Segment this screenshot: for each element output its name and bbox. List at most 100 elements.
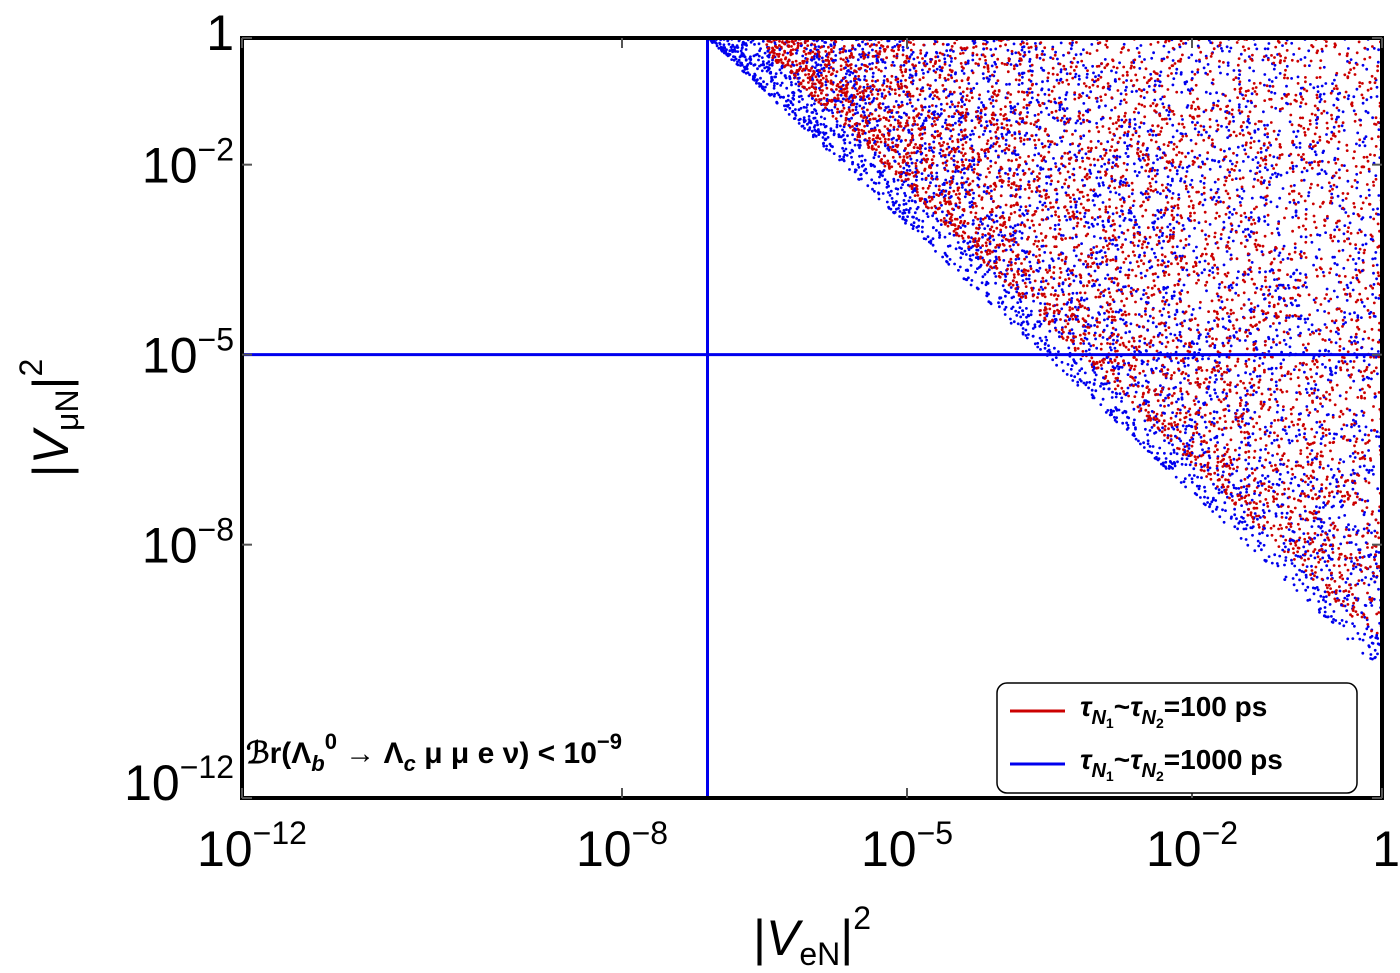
scatter-point <box>1367 433 1370 437</box>
scatter-point <box>841 133 845 137</box>
scatter-point <box>1205 441 1208 445</box>
scatter-point <box>841 128 844 132</box>
scatter-point <box>1127 254 1130 258</box>
scatter-point <box>1060 162 1063 166</box>
scatter-point <box>1101 201 1105 204</box>
scatter-point <box>717 46 721 50</box>
scatter-point <box>1340 505 1343 509</box>
scatter-point <box>1345 169 1349 173</box>
scatter-point <box>994 246 997 249</box>
scatter-point <box>1270 164 1274 168</box>
scatter-point <box>1157 287 1160 291</box>
scatter-point <box>1152 228 1156 231</box>
scatter-point <box>1279 362 1283 365</box>
scatter-point <box>905 54 909 58</box>
scatter-point <box>1039 302 1042 305</box>
scatter-point <box>1121 318 1125 322</box>
scatter-point <box>1315 96 1319 100</box>
scatter-point <box>1085 94 1089 97</box>
scatter-point <box>847 49 851 53</box>
scatter-point <box>1331 621 1335 624</box>
scatter-point <box>1187 243 1191 246</box>
scatter-point <box>1172 290 1176 294</box>
scatter-point <box>1319 520 1323 524</box>
scatter-point <box>878 175 881 179</box>
scatter-point <box>901 211 905 215</box>
scatter-point <box>1070 43 1074 47</box>
scatter-point <box>1336 157 1340 161</box>
scatter-point <box>779 71 783 75</box>
scatter-point <box>911 227 915 231</box>
scatter-point <box>1017 311 1021 314</box>
scatter-point <box>1081 156 1084 160</box>
scatter-point <box>859 55 863 59</box>
scatter-point <box>1232 483 1235 487</box>
scatter-point <box>1118 136 1122 140</box>
scatter-point <box>921 76 925 79</box>
scatter-point <box>1359 568 1362 572</box>
scatter-point <box>1354 262 1358 265</box>
scatter-point <box>1272 167 1275 170</box>
scatter-point <box>1296 82 1300 85</box>
scatter-point <box>813 82 817 86</box>
scatter-point <box>1337 516 1341 519</box>
scatter-point <box>1249 141 1253 145</box>
scatter-point <box>1068 308 1072 312</box>
scatter-point <box>1134 274 1138 278</box>
scatter-point <box>1285 84 1288 88</box>
scatter-point <box>924 190 928 194</box>
scatter-point <box>1256 304 1260 308</box>
scatter-point <box>1071 307 1074 311</box>
scatter-point <box>995 226 999 230</box>
scatter-point <box>1039 309 1042 312</box>
scatter-point <box>806 103 809 107</box>
scatter-point <box>1041 68 1045 72</box>
scatter-point <box>1256 539 1260 543</box>
scatter-point <box>1261 253 1265 256</box>
scatter-point <box>1241 45 1245 49</box>
scatter-point <box>1354 300 1358 304</box>
scatter-point <box>1295 135 1298 139</box>
scatter-point <box>892 64 896 67</box>
scatter-point <box>1211 158 1214 162</box>
scatter-point <box>1270 90 1273 94</box>
scatter-point <box>1246 543 1250 547</box>
scatter-point <box>1183 420 1187 424</box>
scatter-point <box>1126 426 1130 430</box>
scatter-point <box>1349 335 1353 339</box>
scatter-point <box>996 57 1000 61</box>
scatter-point <box>844 118 848 122</box>
scatter-point <box>1076 119 1079 123</box>
scatter-point <box>1361 337 1365 341</box>
scatter-point <box>1073 246 1076 249</box>
scatter-point <box>1122 344 1126 347</box>
scatter-point <box>1235 153 1239 157</box>
scatter-point <box>1132 244 1136 247</box>
scatter-point <box>1325 121 1329 125</box>
scatter-point <box>1341 110 1345 114</box>
scatter-point <box>1143 58 1146 61</box>
scatter-point <box>1256 127 1260 131</box>
scatter-point <box>959 138 963 142</box>
scatter-point <box>1330 117 1334 121</box>
scatter-point <box>1172 77 1176 80</box>
scatter-point <box>986 270 989 274</box>
scatter-point <box>1104 411 1108 414</box>
scatter-point <box>976 248 980 252</box>
scatter-point <box>1180 392 1184 396</box>
scatter-point <box>981 222 984 226</box>
scatter-point <box>1204 237 1208 241</box>
scatter-point <box>994 62 997 66</box>
scatter-point <box>1132 110 1136 114</box>
scatter-point <box>1077 243 1081 247</box>
scatter-point <box>1116 248 1120 251</box>
scatter-point <box>1055 116 1059 120</box>
scatter-point <box>1203 489 1207 493</box>
scatter-point <box>1340 435 1343 439</box>
scatter-point <box>1351 637 1355 640</box>
scatter-point <box>1084 349 1088 353</box>
scatter-point <box>779 58 783 61</box>
scatter-point <box>1134 289 1138 293</box>
scatter-point <box>989 195 993 198</box>
scatter-point <box>1188 413 1192 417</box>
